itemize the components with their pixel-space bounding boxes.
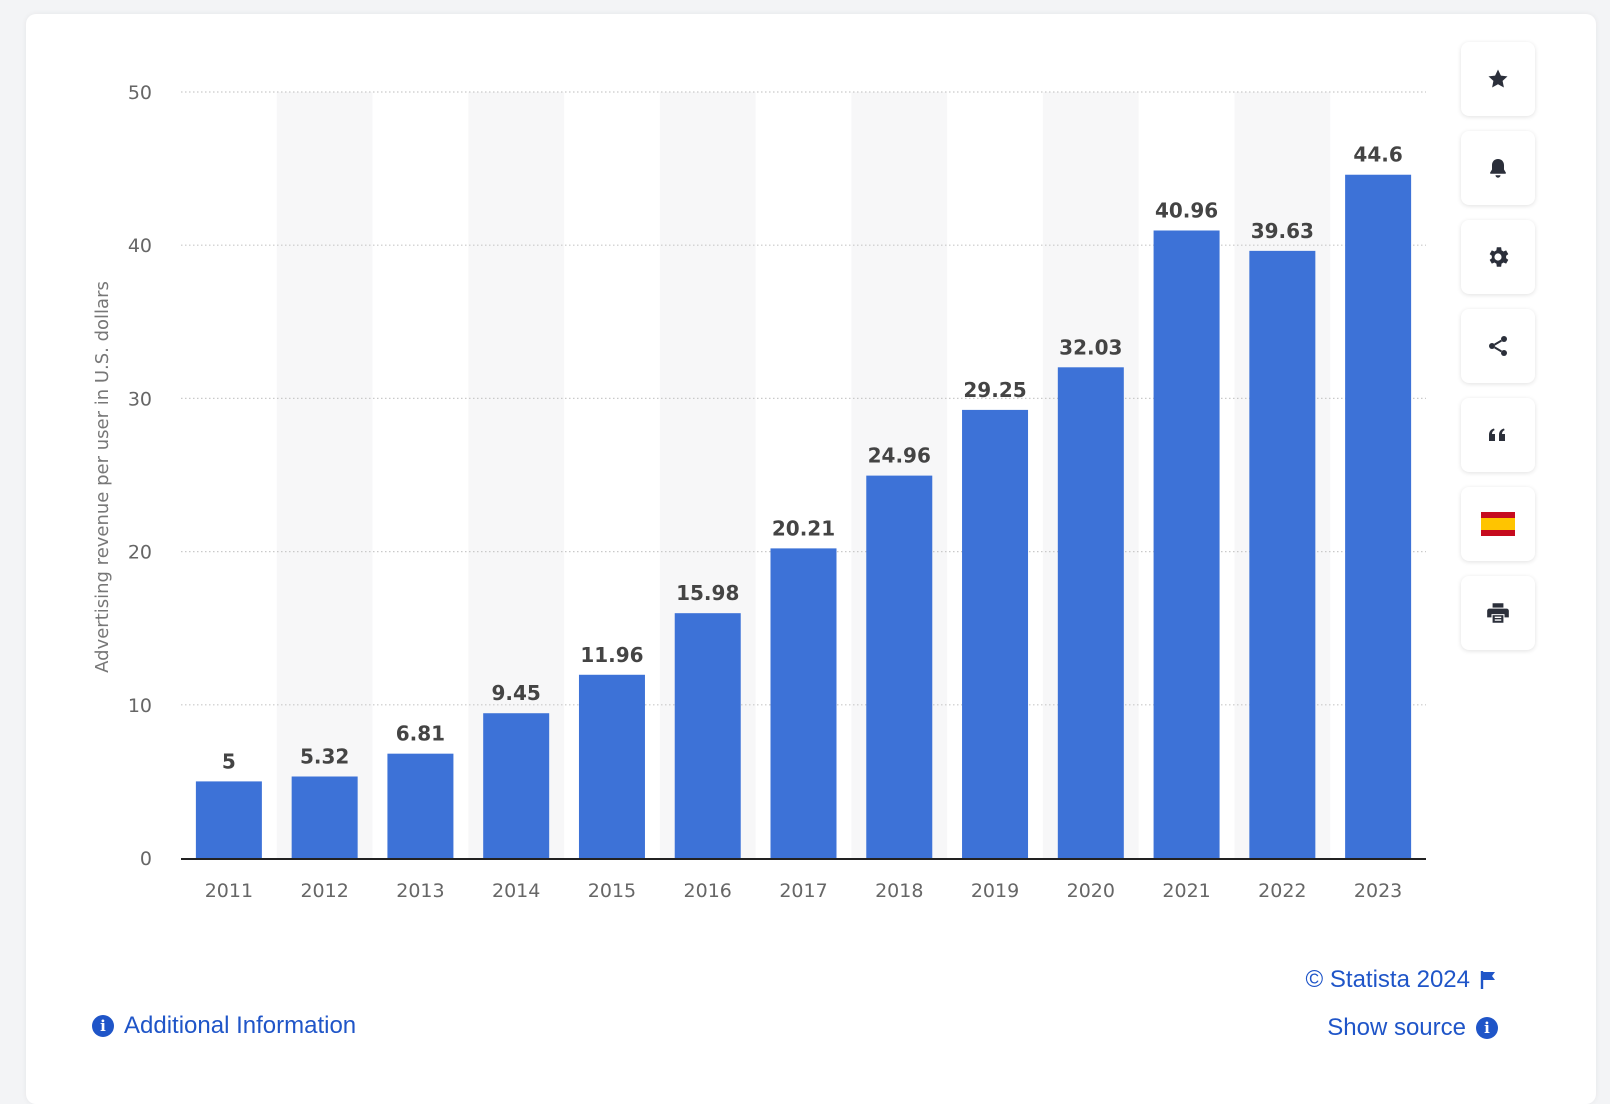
x-tick-label: 2014 — [492, 880, 540, 902]
x-tick-label: 2017 — [779, 880, 827, 902]
data-label: 6.81 — [396, 722, 445, 746]
print-button[interactable] — [1461, 576, 1535, 650]
notification-button[interactable] — [1461, 131, 1535, 205]
chart-card: 0 10 20 30 40 50 Advertising revenue per user… — [26, 14, 1596, 1104]
spain-flag-icon — [1481, 512, 1515, 536]
x-tick-label: 2013 — [396, 880, 444, 902]
data-label: 40.96 — [1155, 198, 1218, 222]
print-icon — [1487, 603, 1509, 623]
share-icon — [1489, 336, 1507, 356]
x-tick-label: 2015 — [588, 880, 636, 902]
statista-credit-link[interactable]: © Statista 2024 — [1306, 966, 1498, 994]
data-label: 20.21 — [772, 516, 835, 540]
x-tick-label: 2011 — [205, 880, 253, 902]
x-tick-label: 2020 — [1067, 880, 1115, 902]
data-labels: 5 5.32 6.81 9.45 11.96 15.98 20.21 24.96 29.25 32… — [222, 143, 1403, 774]
x-tick-label: 2021 — [1162, 880, 1210, 902]
bar-2013[interactable] — [387, 753, 454, 858]
bar-2022[interactable] — [1249, 250, 1316, 858]
data-label: 39.63 — [1251, 219, 1314, 243]
data-label: 32.03 — [1059, 335, 1122, 359]
bell-icon — [1490, 159, 1506, 178]
data-label: 44.6 — [1353, 143, 1402, 167]
bar-2020[interactable] — [1057, 367, 1124, 858]
y-tick-label: 10 — [128, 695, 152, 717]
bar-2021[interactable] — [1153, 230, 1220, 858]
data-label: 9.45 — [492, 681, 541, 705]
bar-2016[interactable] — [674, 613, 741, 858]
info-icon: i — [1476, 1017, 1498, 1039]
column-band — [276, 92, 373, 858]
show-source-link[interactable]: Show source i — [1327, 1014, 1498, 1042]
y-tick-label: 20 — [128, 542, 152, 564]
x-tick-label: 2023 — [1354, 880, 1402, 902]
credit-label: © Statista 2024 — [1305, 966, 1470, 993]
y-tick-label: 40 — [128, 235, 152, 257]
bar-2014[interactable] — [483, 713, 550, 858]
x-tick-label: 2022 — [1258, 880, 1306, 902]
flag-icon — [1480, 971, 1495, 989]
bar-2019[interactable] — [962, 409, 1029, 858]
additional-information-link[interactable]: i Additional Information — [92, 1012, 356, 1040]
share-button[interactable] — [1461, 309, 1535, 383]
data-label: 11.96 — [580, 643, 643, 667]
data-label: 15.98 — [676, 581, 739, 605]
language-button[interactable] — [1461, 487, 1535, 561]
bar-2023[interactable] — [1345, 174, 1412, 858]
cite-button[interactable] — [1461, 398, 1535, 472]
star-icon — [1488, 69, 1508, 88]
x-tick-labels: 2011 2012 2013 2014 2015 2016 2017 2018 2019 2020… — [205, 880, 1403, 902]
x-tick-label: 2018 — [875, 880, 923, 902]
data-label: 29.25 — [963, 378, 1026, 402]
x-tick-label: 2019 — [971, 880, 1019, 902]
additional-information-label: Additional Information — [124, 1012, 357, 1039]
bar-2015[interactable] — [578, 674, 645, 858]
x-tick-label: 2012 — [300, 880, 348, 902]
bars — [195, 174, 1412, 858]
data-label: 24.96 — [868, 444, 931, 468]
data-label: 5.32 — [300, 744, 349, 768]
bar-2018[interactable] — [866, 475, 933, 858]
data-label: 5 — [222, 749, 236, 773]
favorite-button[interactable] — [1461, 42, 1535, 116]
y-tick-label: 30 — [128, 388, 152, 410]
show-source-label: Show source — [1327, 1014, 1466, 1041]
bar-2011[interactable] — [195, 781, 262, 858]
bar-2017[interactable] — [770, 548, 837, 858]
info-icon: i — [92, 1015, 114, 1037]
y-tick-labels: 0 10 20 30 40 50 — [128, 82, 152, 870]
y-axis-label: Advertising revenue per user in U.S. dol… — [92, 281, 113, 673]
quote-icon — [1489, 428, 1505, 441]
y-tick-label: 50 — [128, 82, 152, 104]
gear-icon — [1489, 247, 1509, 267]
y-tick-label: 0 — [140, 848, 152, 870]
settings-button[interactable] — [1461, 220, 1535, 294]
x-tick-label: 2016 — [684, 880, 732, 902]
bar-chart: 0 10 20 30 40 50 Advertising revenue per user… — [92, 82, 1426, 902]
bar-2012[interactable] — [291, 776, 358, 858]
